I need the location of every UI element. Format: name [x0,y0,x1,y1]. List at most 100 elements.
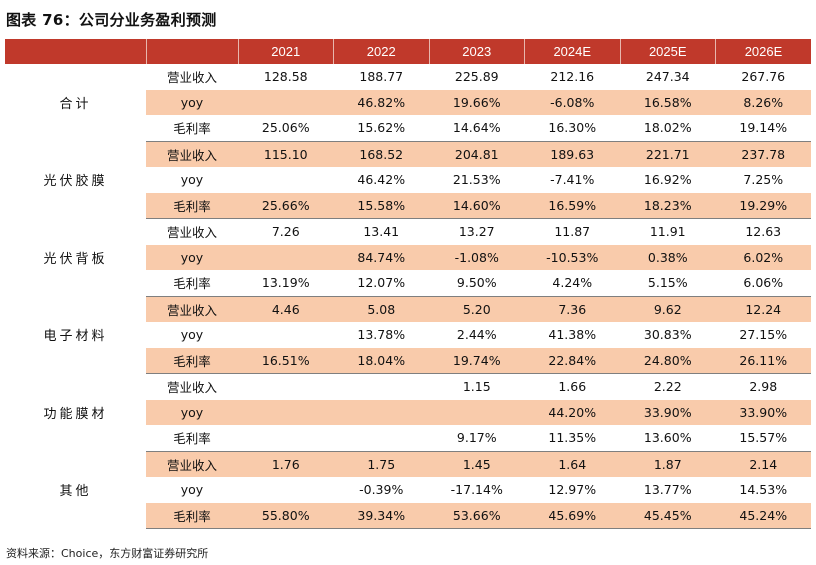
value-cell: 12.24 [715,296,811,322]
value-cell [238,425,334,452]
value-cell: 45.24% [715,502,811,529]
value-cell: 14.64% [429,115,525,142]
table-row: yoy 44.20% 33.90% 33.90% [5,399,811,425]
value-cell [334,374,430,400]
table-row: 光伏胶膜 营业收入 115.10 168.52 204.81 189.63 221.71 23… [5,141,811,219]
value-cell: 46.82% [333,89,429,115]
table-row: 毛利率 55.80% 39.34% 53.66% 45.69% 45.45% 45.24% [5,502,811,529]
metric-label: yoy [146,399,238,425]
value-cell: 30.83% [643,327,692,343]
metric-label: 毛利率 [146,347,238,374]
metric-label: 毛利率 [146,115,238,142]
value-cell: 16.92% [643,172,692,188]
value-cell: 12.97% [548,482,597,498]
value-cell: 19.74% [429,347,525,374]
table-row: 毛利率 25.66% 15.58% 14.60% 16.59% 18.23% 19.29% [5,192,811,219]
value-cell: 2.14 [715,451,811,477]
value-cell: 27.15% [739,327,788,343]
value-cell: -1.08% [429,244,525,270]
value-cell: 1.64 [524,451,620,477]
value-cell: 5.15% [620,270,716,297]
value-cell: 18.04% [333,347,429,374]
table-row: 电子材料 营业收入 4.46 5.08 5.20 7.36 9.62 12.24 [5,296,811,374]
value-cell: 212.16 [550,69,595,85]
value-cell: 5.08 [333,296,429,322]
value-cell: 14.53% [739,482,788,498]
table-row: yoy 13.78% 2.44% 41.38% 30.83% 27.15% [5,322,811,348]
value-cell: 11.91 [649,224,686,240]
value-cell: 9.62 [620,296,716,322]
metric-label: 毛利率 [146,192,238,219]
value-cell [238,322,334,348]
value-cell: 16.30% [524,115,620,142]
value-cell: 1.45 [429,451,525,477]
value-cell: 8.26% [715,89,811,115]
value-cell [333,399,429,425]
value-cell: 7.36 [524,296,620,322]
value-cell [238,374,334,400]
value-cell: 13.60% [620,425,716,452]
value-cell: 168.52 [333,141,429,167]
table-row: 光伏背板 营业收入 7.26 13.41 13.27 11.87 11.91 12.63 [5,218,811,296]
value-cell: 6.02% [715,244,811,270]
segment-label: 光伏背板 [5,218,146,296]
value-cell: 1.75 [333,451,429,477]
segment-label: 电子材料 [5,296,146,374]
value-cell: 2.44% [456,327,497,343]
table-row: 其他 营业收入 1.76 1.75 1.45 1.64 1.87 2.14 [5,451,811,529]
value-cell: 1.87 [620,451,716,477]
value-cell: 1.15 [462,379,491,395]
metric-label: 营业收入 [146,296,238,322]
value-cell: 53.66% [429,502,525,529]
value-cell [238,167,334,193]
value-cell: -17.14% [450,482,503,498]
metric-label: 营业收入 [146,451,238,477]
value-cell: 7.25% [743,172,784,188]
metric-label: yoy [146,244,238,270]
table-row: 毛利率 13.19% 12.07% 9.50% 4.24% 5.15% 6.06% [5,270,811,297]
value-cell: 189.63 [524,141,620,167]
value-cell: 9.17% [429,425,525,452]
year-header: 2023 [428,39,525,64]
metric-label: 营业收入 [166,70,217,86]
value-cell: 45.45% [620,502,716,529]
value-cell: 55.80% [238,502,334,529]
value-cell: 21.53% [452,172,501,188]
table-row: yoy 46.42% 21.53% -7.41% 16.92% 7.25% [5,167,811,193]
value-cell: 22.84% [524,347,620,374]
table-row: 合计 营业收入 128.58 188.77 225.89 212.16 247.34 267.… [5,64,811,141]
value-cell: 16.58% [620,89,716,115]
value-cell: -0.39% [359,482,404,498]
value-cell: 188.77 [359,69,404,85]
metric-label: 营业收入 [166,225,217,241]
value-cell: 12.63 [745,224,782,240]
value-cell: 0.38% [620,244,716,270]
segment-label: 光伏胶膜 [5,141,146,219]
table-row: yoy 84.74% -1.08% -10.53% 0.38% 6.02% [5,244,811,270]
value-cell: -10.53% [524,244,620,270]
value-cell: 13.41 [363,224,400,240]
value-cell: 1.66 [558,379,587,395]
value-cell: 115.10 [238,141,334,167]
value-cell: 128.58 [263,69,308,85]
metric-label: 营业收入 [146,141,238,167]
value-cell: 84.74% [333,244,429,270]
value-cell: 24.80% [620,347,716,374]
metric-label: yoy [180,172,204,188]
value-cell: 11.87 [554,224,591,240]
value-cell: 11.35% [524,425,620,452]
value-cell [238,244,334,270]
value-cell: 33.90% [620,399,716,425]
value-cell: 7.26 [271,224,300,240]
value-cell: 45.69% [524,502,620,529]
figure-title: 图表 76：公司分业务盈利预测 [6,11,217,29]
table-row: 毛利率 25.06% 15.62% 14.64% 16.30% 18.02% 19.14% [5,115,811,142]
value-cell: 267.76 [741,69,786,85]
value-cell [238,477,334,503]
value-cell: 25.06% [238,115,334,142]
metric-label: yoy [180,482,204,498]
value-cell: 2.22 [653,379,682,395]
value-cell [333,425,429,452]
value-cell: 247.34 [645,69,690,85]
table-row: 功能膜材 营业收入 1.15 1.66 2.22 2.98 [5,373,811,451]
